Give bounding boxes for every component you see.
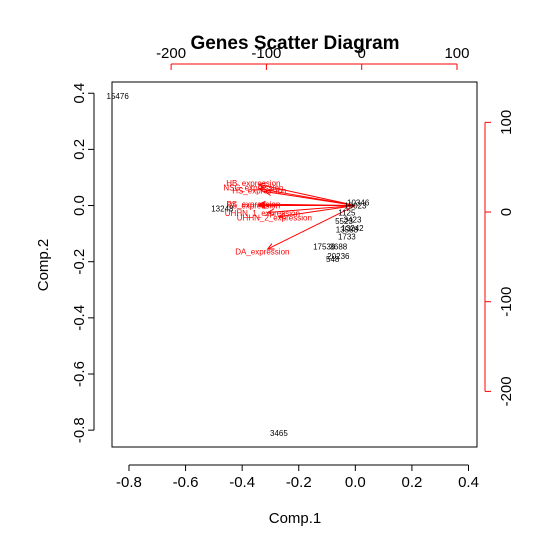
arrow-head bbox=[263, 188, 272, 196]
top-tick-label: 0 bbox=[358, 45, 366, 62]
arrow-label: UHHN_1_expression bbox=[225, 209, 300, 218]
left-tick-label: -0.6 bbox=[71, 361, 88, 387]
point-label: 19023 bbox=[344, 202, 367, 211]
right-tick-label: -100 bbox=[498, 287, 515, 317]
arrow-label: R5_expression bbox=[227, 202, 280, 211]
point-label: 1125 bbox=[338, 209, 356, 218]
x-axis-label: Comp.1 bbox=[269, 510, 322, 527]
left-tick-label: -0.4 bbox=[71, 305, 88, 331]
loading-arrow bbox=[259, 183, 356, 207]
arrow-head bbox=[266, 243, 275, 250]
chart-title: Genes Scatter Diagram bbox=[190, 33, 399, 54]
right-tick-label: -200 bbox=[498, 376, 515, 406]
bottom-tick-label: -0.8 bbox=[116, 474, 142, 491]
loading-arrow bbox=[264, 191, 356, 207]
point-label: 3688 bbox=[329, 242, 347, 251]
arrow-head bbox=[257, 200, 266, 208]
bottom-tick-label: -0.4 bbox=[229, 474, 255, 491]
bottom-axis: -0.8 -0.6 -0.4 -0.2 0.0 0.2 0.4 bbox=[116, 464, 479, 491]
point-label: 20236 bbox=[327, 252, 350, 261]
point-label: 13588 bbox=[336, 225, 359, 234]
arrow-label: PS_expression bbox=[226, 200, 280, 209]
y-axis-label: Comp.2 bbox=[35, 239, 52, 292]
arrow-head bbox=[266, 208, 275, 216]
arrow-label: DA_expression bbox=[235, 248, 289, 257]
bottom-tick-label: 0.4 bbox=[458, 474, 479, 491]
point-label: 1733 bbox=[338, 232, 356, 241]
right-axis: 100 0 -100 -200 bbox=[484, 110, 515, 406]
left-tick-label: 0.4 bbox=[71, 83, 88, 104]
bottom-tick-label: -0.2 bbox=[286, 474, 312, 491]
arrow-head bbox=[257, 202, 266, 210]
arrow-label: UHHN_2_expression bbox=[237, 213, 312, 222]
top-tick-label: 100 bbox=[444, 45, 469, 62]
point-label: 3465 bbox=[270, 429, 288, 438]
point-label: 10346 bbox=[347, 199, 370, 208]
loading-arrow bbox=[278, 205, 356, 218]
point-label: 15476 bbox=[107, 92, 130, 101]
left-tick-label: -0.2 bbox=[71, 249, 88, 275]
right-tick-label: 100 bbox=[498, 110, 515, 135]
left-tick-label: 0.2 bbox=[71, 139, 88, 160]
point-label: 13248 bbox=[211, 204, 234, 213]
bottom-tick-label: 0.2 bbox=[401, 474, 422, 491]
top-tick-label: -200 bbox=[156, 45, 186, 62]
left-tick-label: -0.8 bbox=[71, 417, 88, 443]
bottom-tick-label: -0.6 bbox=[173, 474, 199, 491]
left-axis: 0.4 0.2 0.0 -0.2 -0.4 -0.6 -0.8 bbox=[71, 83, 95, 443]
point-label: 5523 bbox=[335, 217, 353, 226]
arrow-label: HB_expression bbox=[226, 179, 280, 188]
loading-arrows: HB_expressionNSC_expressionHS_expression… bbox=[223, 179, 356, 257]
arrow-head bbox=[277, 212, 286, 220]
loading-arrow bbox=[267, 205, 356, 214]
plot-frame bbox=[111, 81, 478, 448]
loading-arrow bbox=[267, 205, 356, 250]
arrow-label: HS_expression bbox=[232, 187, 286, 196]
right-tick-label: 0 bbox=[498, 208, 515, 216]
arrow-head bbox=[257, 186, 267, 194]
point-label: 548 bbox=[326, 255, 340, 264]
point-label: 3423 bbox=[344, 216, 362, 225]
bottom-tick-label: 0.0 bbox=[345, 474, 366, 491]
arrow-label: NSC_expression bbox=[223, 184, 283, 193]
point-label: 13242 bbox=[341, 224, 364, 233]
left-tick-label: 0.0 bbox=[71, 195, 88, 216]
top-axis: -200 -100 0 100 bbox=[156, 45, 470, 70]
top-tick-label: -100 bbox=[251, 45, 281, 62]
point-label: 17536 bbox=[313, 242, 336, 251]
